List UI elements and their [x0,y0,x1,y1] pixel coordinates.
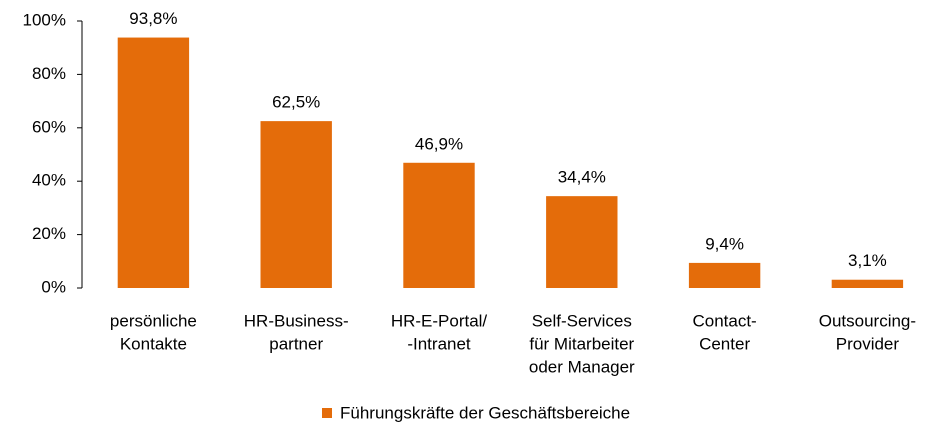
bar [546,196,618,288]
x-tick-label: Contact- [692,311,756,330]
x-tick-label: persönliche [110,311,197,330]
x-tick-label: Kontakte [120,334,187,353]
bar [117,37,190,288]
x-tick-label: HR-Business- [244,311,349,330]
bar [688,262,761,288]
x-tick-label: Self-Services [532,311,632,330]
x-tick-label: Provider [836,334,900,353]
y-tick-label: 20% [32,224,66,243]
y-tick-label: 0% [41,277,66,296]
data-label: 62,5% [272,93,320,112]
legend-label: Führungskräfte der Geschäftsbereiche [340,403,630,422]
y-tick-label: 80% [32,64,66,83]
data-label: 93,8% [129,9,177,28]
y-tick-label: 40% [32,171,66,190]
x-tick-label: oder Manager [529,357,635,376]
bar [831,279,904,288]
x-tick-label: partner [269,334,323,353]
data-label: 46,9% [415,134,463,153]
x-tick-label: für Mitarbeiter [529,334,634,353]
data-label: 34,4% [558,168,606,187]
x-tick-label: HR-E-Portal/ [391,311,488,330]
y-tick-label: 60% [32,117,66,136]
y-tick-label: 100% [23,10,66,29]
data-label: 9,4% [705,234,744,253]
bar [403,162,475,288]
bar [260,121,332,288]
x-tick-label: Center [699,334,750,353]
x-tick-label: -Intranet [407,334,471,353]
x-tick-label: Outsourcing- [819,311,916,330]
data-label: 3,1% [848,251,887,270]
legend-swatch [322,408,332,418]
